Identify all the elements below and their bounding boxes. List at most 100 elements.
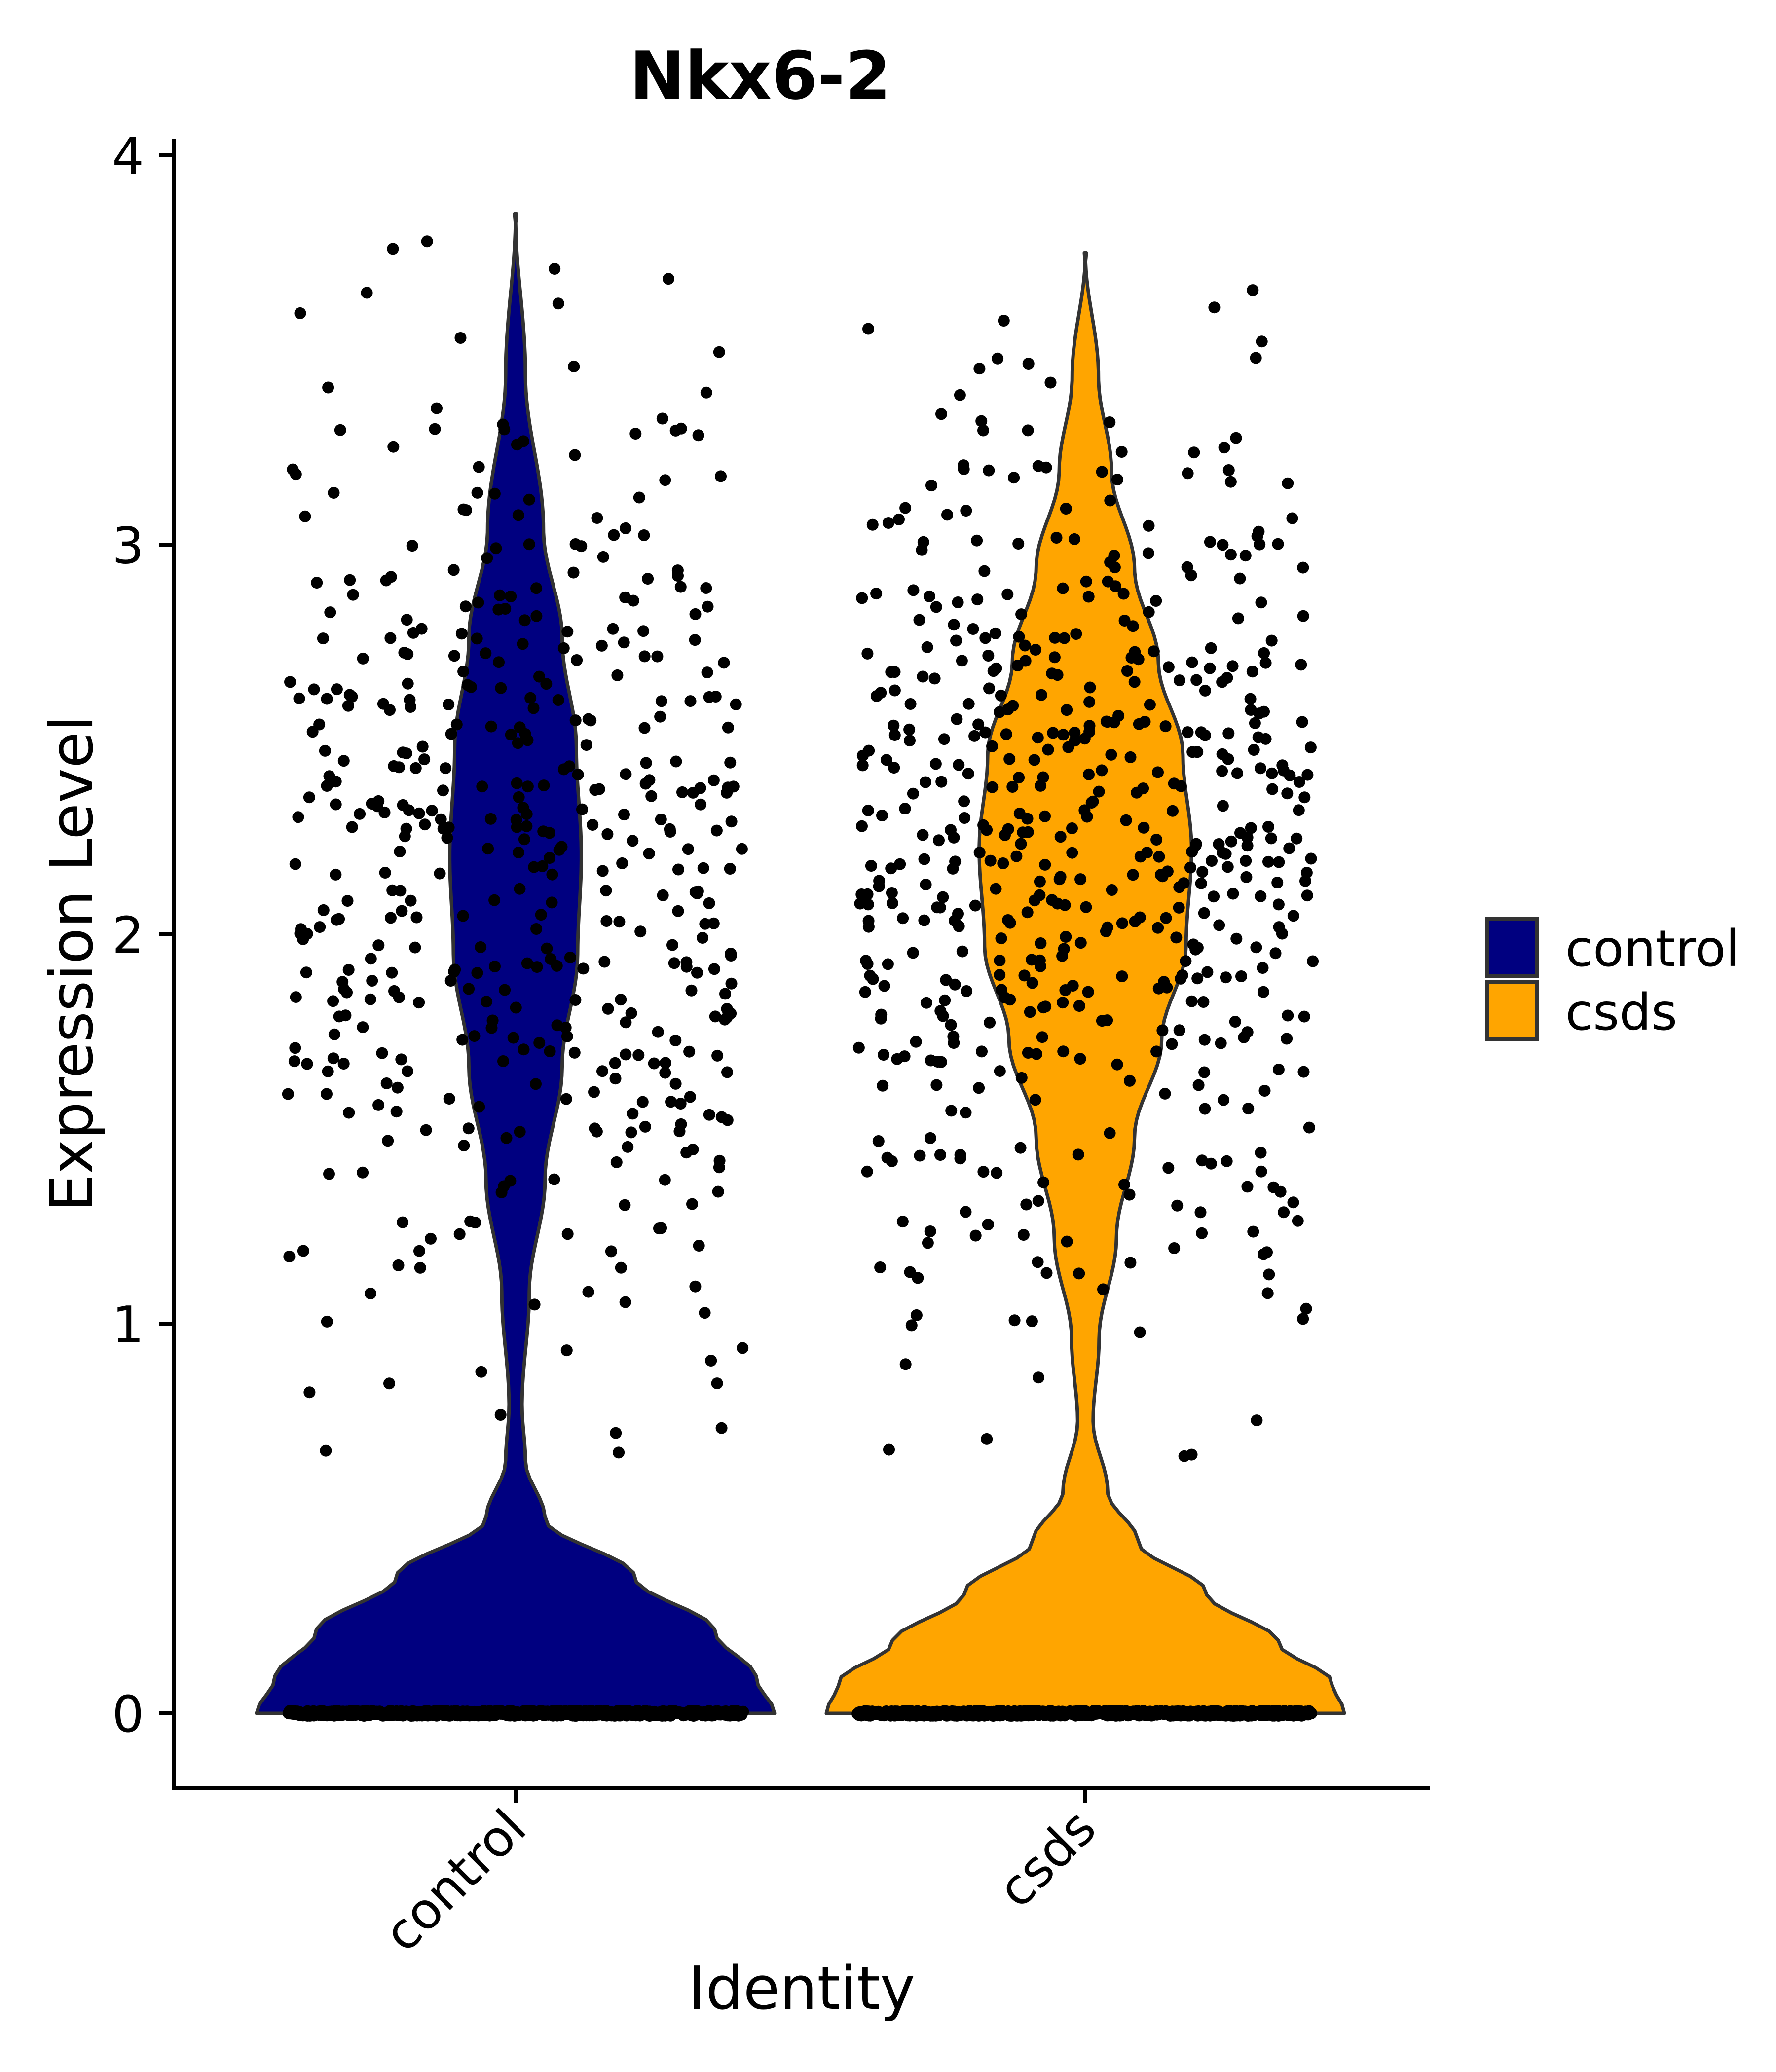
- data-point-control: [560, 1344, 573, 1357]
- data-point-control: [674, 581, 687, 593]
- data-point-csds: [863, 744, 875, 757]
- data-point-control: [719, 988, 731, 1000]
- data-point-csds: [1047, 727, 1059, 739]
- data-point-control: [724, 756, 737, 769]
- data-point-control: [461, 679, 474, 691]
- data-point-control: [569, 538, 582, 550]
- data-point-csds: [1024, 1006, 1036, 1018]
- data-point-control: [638, 529, 650, 541]
- data-point-control: [321, 1088, 333, 1100]
- data-point-control: [632, 1049, 645, 1061]
- data-point-control: [560, 1705, 573, 1718]
- data-point-csds: [977, 424, 989, 437]
- data-point-control: [328, 1028, 340, 1040]
- data-point-csds: [1205, 1157, 1217, 1170]
- data-point-csds: [1111, 474, 1123, 486]
- data-point-csds: [917, 829, 929, 841]
- data-point-control: [672, 863, 684, 876]
- data-point-csds: [1216, 748, 1228, 760]
- data-point-control: [429, 423, 441, 435]
- data-point-csds: [954, 389, 966, 401]
- data-point-csds: [1174, 674, 1185, 687]
- data-point-csds: [1262, 821, 1274, 833]
- data-point-csds: [1272, 538, 1284, 550]
- data-point-csds: [1128, 676, 1141, 688]
- data-point-csds: [1216, 765, 1228, 777]
- data-point-csds: [956, 655, 968, 667]
- data-point-control: [448, 965, 460, 978]
- y-tick-label: 4: [112, 127, 144, 186]
- data-point-csds: [1235, 970, 1247, 982]
- data-point-csds: [1255, 596, 1267, 609]
- data-point-control: [535, 909, 547, 921]
- data-point-csds: [1035, 960, 1046, 972]
- data-point-csds: [1132, 1707, 1144, 1719]
- legend-item-control[interactable]: control: [1485, 917, 1740, 978]
- data-point-csds: [1058, 943, 1070, 955]
- data-point-csds: [973, 847, 986, 859]
- data-point-csds: [1259, 657, 1272, 669]
- y-axis: 0 1 2 3 4: [112, 127, 176, 1790]
- data-point-control: [303, 1386, 316, 1399]
- data-point-csds: [954, 1149, 966, 1161]
- data-point-csds: [886, 897, 898, 909]
- data-point-control: [388, 760, 400, 772]
- data-point-control: [498, 1180, 510, 1192]
- data-point-control: [342, 964, 355, 976]
- data-point-csds: [1100, 715, 1112, 728]
- data-point-csds: [982, 650, 995, 662]
- data-point-control: [582, 713, 594, 725]
- data-point-control: [321, 780, 333, 792]
- data-point-csds: [1261, 1246, 1273, 1258]
- data-point-csds: [1282, 1706, 1294, 1718]
- violin-control: [255, 212, 777, 1715]
- data-point-control: [546, 896, 558, 909]
- data-point-csds: [865, 860, 877, 872]
- data-point-csds: [1152, 766, 1164, 778]
- data-point-control: [590, 1708, 602, 1721]
- data-point-control: [342, 700, 354, 712]
- data-point-control: [669, 1077, 682, 1090]
- data-point-control: [471, 486, 483, 499]
- data-point-csds: [1300, 1302, 1312, 1315]
- data-point-control: [699, 918, 711, 930]
- data-point-csds: [1000, 728, 1012, 740]
- data-point-control: [602, 1002, 614, 1015]
- data-point-control: [531, 961, 543, 973]
- data-point-csds: [1227, 888, 1239, 900]
- data-point-csds: [1273, 856, 1285, 868]
- data-point-csds: [994, 969, 1006, 981]
- data-point-csds: [982, 1219, 994, 1231]
- data-point-csds: [1035, 937, 1047, 949]
- data-point-control: [331, 683, 343, 696]
- data-point-control: [638, 722, 651, 734]
- data-point-csds: [1001, 588, 1014, 600]
- data-point-control: [657, 889, 669, 901]
- data-point-control: [725, 950, 737, 962]
- data-point-csds: [1034, 889, 1046, 901]
- data-point-control: [410, 911, 423, 924]
- data-point-csds: [899, 803, 911, 815]
- data-point-control: [517, 802, 529, 814]
- data-point-control: [637, 625, 650, 637]
- data-point-control: [395, 1053, 407, 1066]
- data-point-csds: [1167, 805, 1179, 817]
- data-point-control: [490, 542, 502, 555]
- data-point-control: [481, 552, 493, 564]
- data-point-control: [651, 650, 664, 663]
- data-point-control: [498, 1706, 510, 1718]
- data-point-control: [618, 809, 630, 821]
- y-tick-label: 3: [112, 517, 144, 576]
- data-point-control: [655, 695, 667, 707]
- data-point-control: [406, 540, 418, 552]
- data-point-csds: [1143, 606, 1155, 618]
- data-point-control: [645, 790, 658, 802]
- legend-item-csds[interactable]: csds: [1485, 980, 1677, 1042]
- data-point-control: [697, 862, 709, 874]
- data-point-csds: [882, 517, 894, 529]
- data-point-csds: [1147, 645, 1160, 658]
- data-point-csds: [1255, 1709, 1267, 1721]
- data-point-csds: [1078, 733, 1091, 745]
- data-point-control: [548, 1173, 560, 1185]
